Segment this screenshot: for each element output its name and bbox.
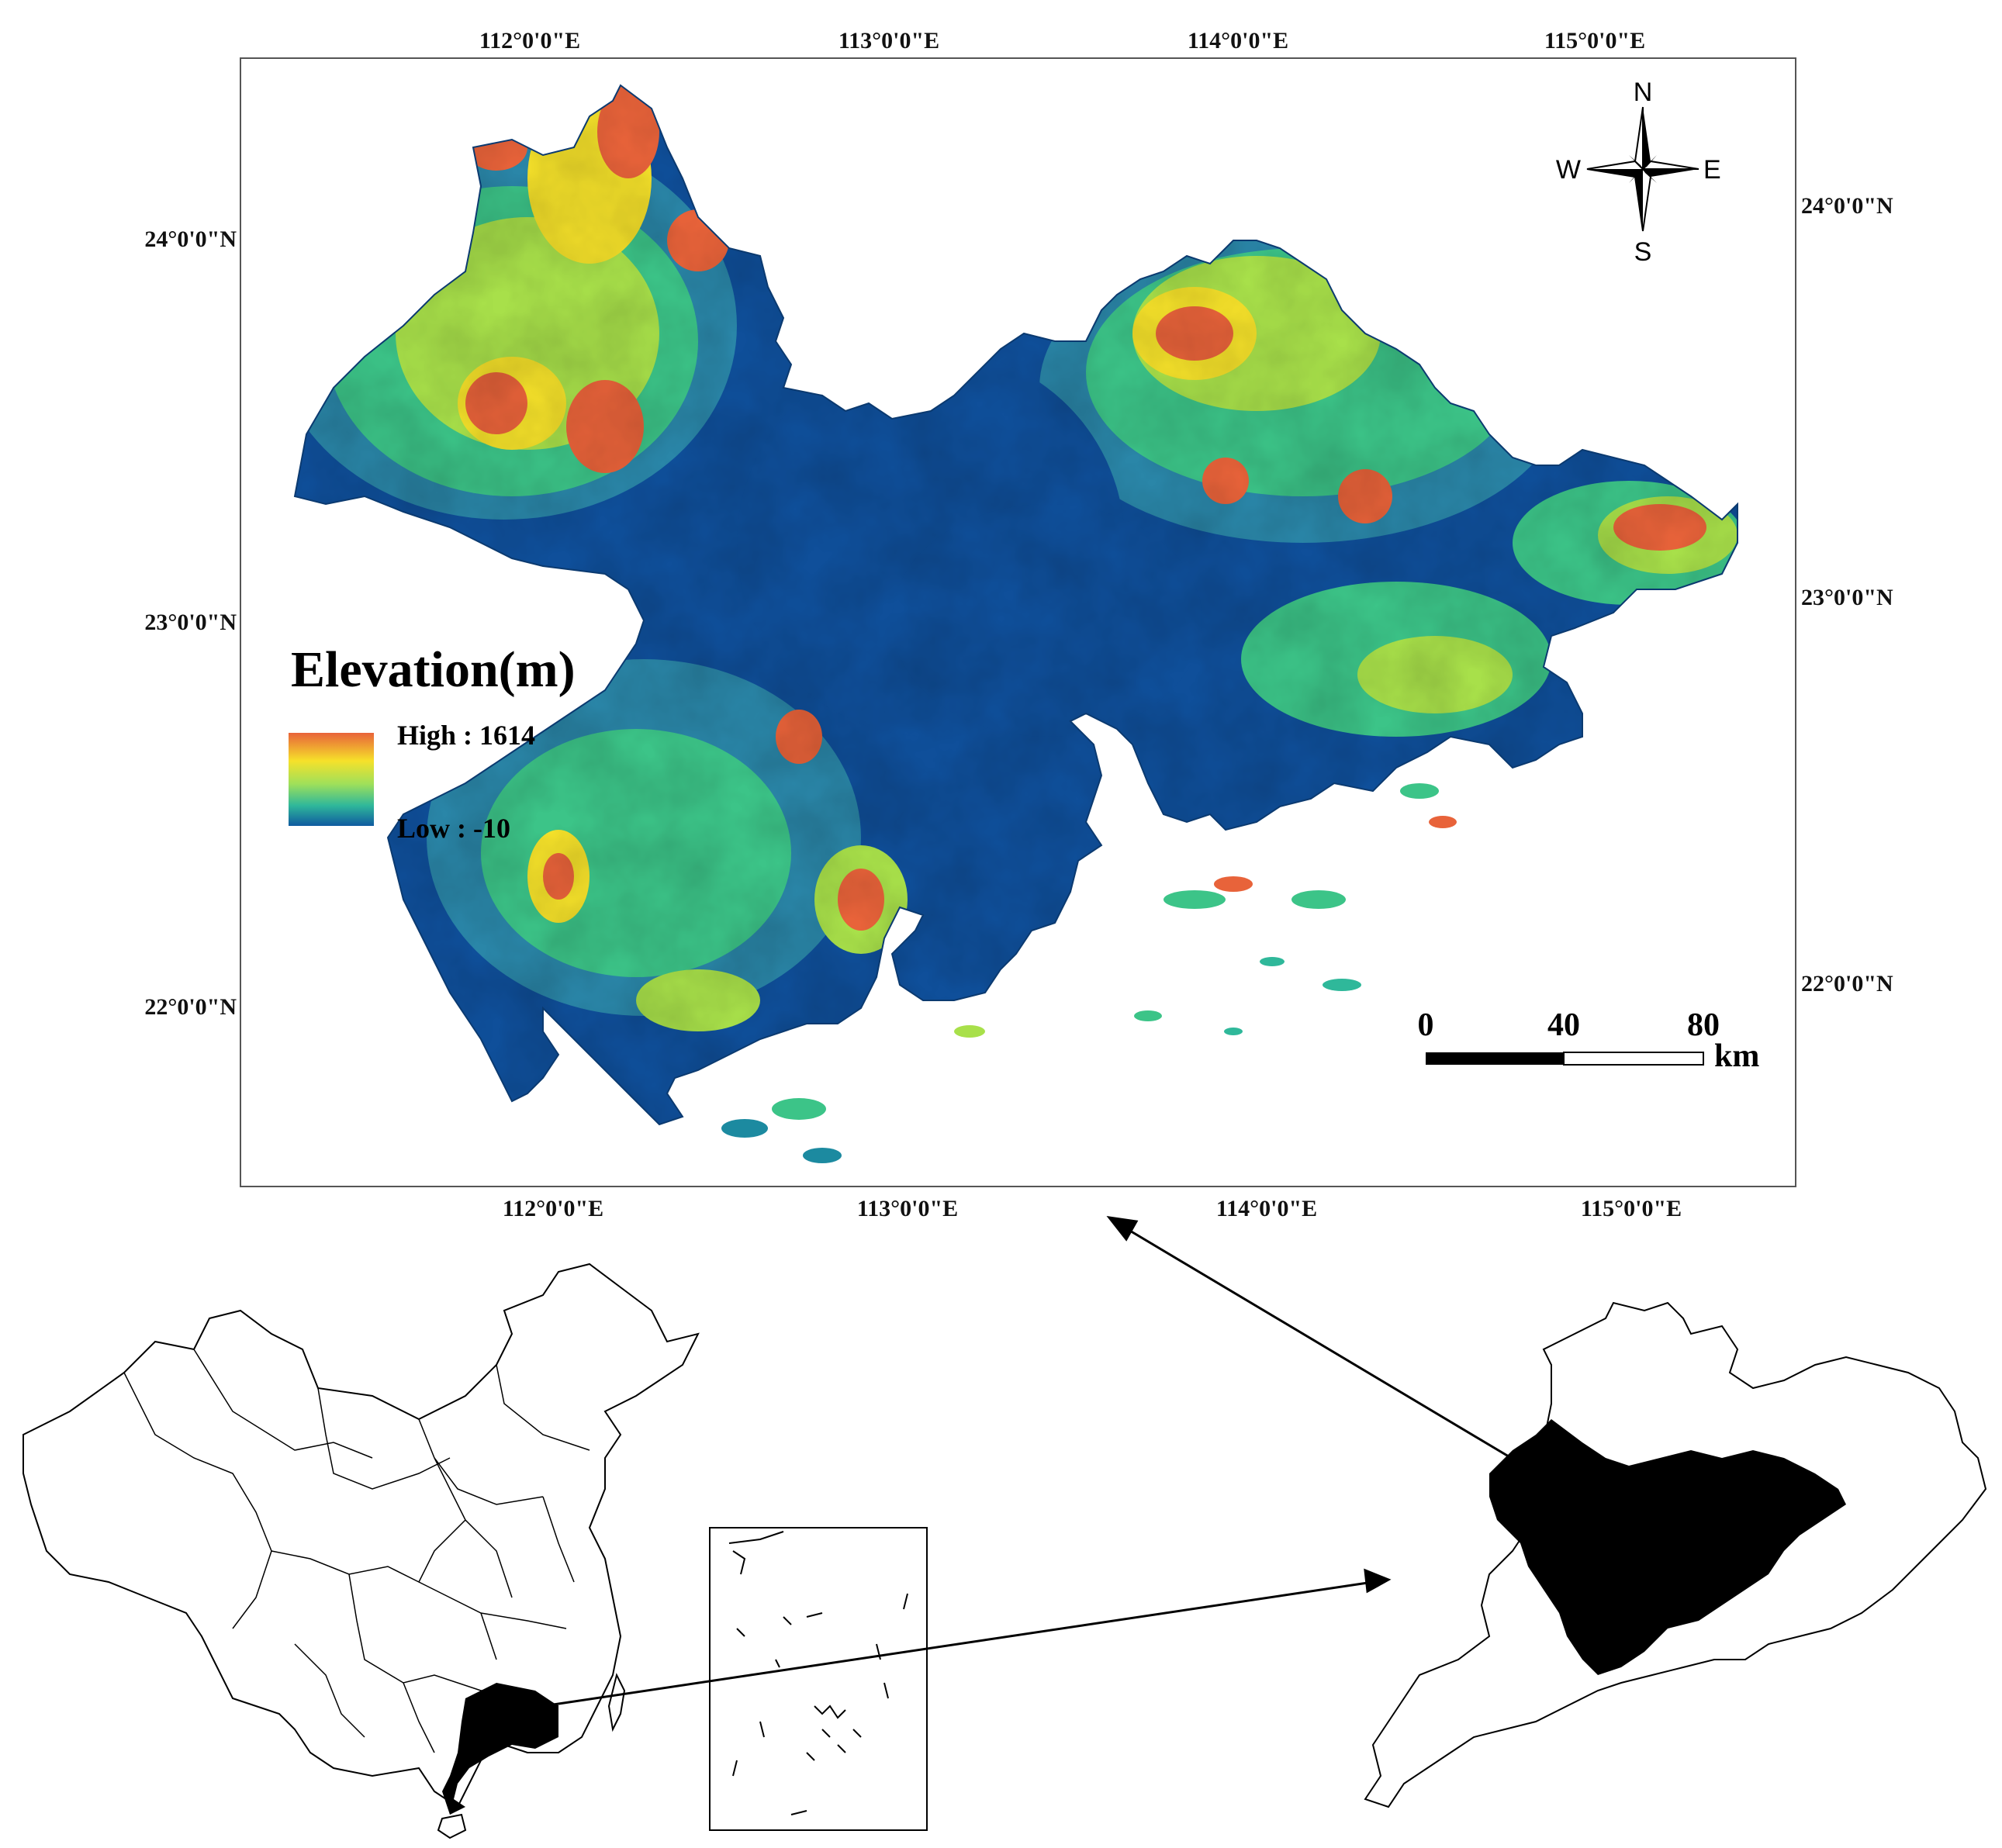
north-arrow: N S E W bbox=[1556, 78, 1721, 267]
top-tick-112: 112°0'0"E bbox=[479, 28, 580, 54]
arrow-to-main-map bbox=[1120, 1224, 1525, 1467]
left-tick-23: 23°0'0"N bbox=[144, 610, 237, 635]
left-axis: 24°0'0"N 23°0'0"N 22°0'0"N bbox=[144, 226, 237, 1020]
guangdong-province-outline bbox=[1364, 1301, 1987, 1808]
right-axis: 24°0'0"N 23°0'0"N 22°0'0"N bbox=[1801, 193, 1893, 997]
compass-e-label: E bbox=[1703, 155, 1721, 185]
top-axis: 112°0'0"E 113°0'0"E 114°0'0"E 115°0'0"E bbox=[479, 28, 1645, 54]
top-tick-114: 114°0'0"E bbox=[1188, 28, 1288, 54]
inset-islands bbox=[728, 1531, 908, 1815]
scale-black-segment bbox=[1426, 1052, 1564, 1065]
study-area-fill bbox=[1489, 1419, 1846, 1675]
left-tick-22: 22°0'0"N bbox=[144, 994, 237, 1020]
bottom-tick-114: 114°0'0"E bbox=[1216, 1196, 1317, 1221]
bottom-tick-115: 115°0'0"E bbox=[1581, 1196, 1682, 1221]
compass-w-label: W bbox=[1556, 155, 1581, 185]
compass-s-label: S bbox=[1634, 237, 1652, 267]
arrow-to-guangdong-inset bbox=[542, 1580, 1374, 1708]
legend: Elevation(m) High : 1614 Low : -10 bbox=[289, 641, 576, 844]
islands bbox=[721, 783, 1457, 1163]
right-tick-24: 24°0'0"N bbox=[1801, 193, 1893, 219]
china-boundary bbox=[22, 1263, 700, 1808]
hainan bbox=[437, 1813, 467, 1839]
left-tick-24: 24°0'0"N bbox=[144, 226, 237, 252]
scale-tick-0: 0 bbox=[1418, 1007, 1434, 1043]
connector-arrows bbox=[542, 1215, 1525, 1708]
compass-n-label: N bbox=[1634, 78, 1653, 107]
scale-bar: 0 40 80 km bbox=[1418, 1007, 1760, 1074]
guangdong-highlight bbox=[442, 1683, 558, 1815]
scale-unit: km bbox=[1714, 1038, 1759, 1074]
scale-tick-40: 40 bbox=[1547, 1007, 1580, 1043]
right-tick-22: 22°0'0"N bbox=[1801, 971, 1893, 997]
guangdong-inset bbox=[1364, 1301, 1987, 1808]
china-outline-map bbox=[22, 1263, 700, 1839]
right-tick-23: 23°0'0"N bbox=[1801, 585, 1893, 610]
bottom-axis: 112°0'0"E 113°0'0"E 114°0'0"E 115°0'0"E bbox=[503, 1196, 1682, 1221]
bottom-tick-112: 112°0'0"E bbox=[503, 1196, 603, 1221]
legend-high-label: High : 1614 bbox=[397, 720, 535, 751]
south-china-sea-inset bbox=[709, 1527, 928, 1831]
inset-frame bbox=[709, 1527, 928, 1831]
region-outline bbox=[293, 84, 1738, 1126]
elevation-map: 112°0'0"E 113°0'0"E 114°0'0"E 115°0'0"E … bbox=[144, 28, 1893, 1221]
legend-ramp bbox=[289, 733, 374, 826]
china-provinces bbox=[123, 1349, 590, 1753]
legend-title: Elevation(m) bbox=[291, 641, 576, 698]
taiwan bbox=[607, 1673, 626, 1732]
scale-white-segment bbox=[1563, 1052, 1704, 1066]
scale-tick-80: 80 bbox=[1687, 1007, 1720, 1043]
top-tick-113: 113°0'0"E bbox=[838, 28, 939, 54]
legend-low-label: Low : -10 bbox=[397, 813, 510, 844]
top-tick-115: 115°0'0"E bbox=[1544, 28, 1645, 54]
bottom-tick-113: 113°0'0"E bbox=[857, 1196, 958, 1221]
